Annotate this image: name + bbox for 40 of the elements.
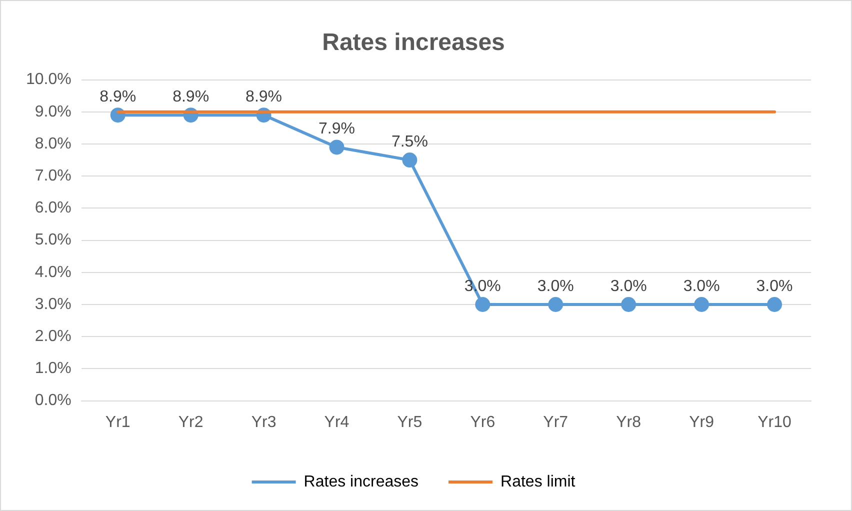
point — [475, 297, 490, 312]
data-label: 7.5% — [391, 133, 428, 150]
x-tick-label: Yr1 — [105, 414, 130, 431]
x-tick-label: Yr10 — [758, 414, 792, 431]
data-label: 3.0% — [756, 278, 793, 295]
y-tick-label: 6.0% — [34, 200, 72, 217]
y-tick-label: 8.0% — [34, 135, 72, 152]
point — [767, 297, 782, 312]
x-tick-label: Yr5 — [397, 414, 422, 431]
y-tick-label: 1.0% — [34, 360, 72, 378]
y-tick-label: 2.0% — [34, 328, 72, 346]
x-tick-label: Yr7 — [543, 414, 568, 431]
legend-label: Rates increases — [304, 473, 419, 490]
point — [548, 297, 564, 312]
point — [621, 297, 636, 312]
x-tick-label: Yr3 — [251, 414, 276, 431]
y-tick-label: 7.0% — [34, 168, 72, 185]
y-tick-label: 9.0% — [34, 103, 72, 120]
data-label: 7.9% — [318, 120, 355, 138]
x-tick-label: Yr8 — [616, 414, 642, 431]
data-label: 8.9% — [172, 88, 210, 106]
y-tick-label: 0.0% — [34, 392, 72, 410]
chart-title: Rates increases — [322, 29, 505, 56]
x-tick-label: Yr6 — [470, 414, 496, 431]
y-tick-label: 3.0% — [34, 296, 72, 313]
data-label: 3.0% — [683, 278, 720, 295]
data-label: 8.9% — [100, 88, 136, 106]
point — [694, 297, 710, 312]
y-tick-label: 5.0% — [34, 232, 72, 249]
data-label: 3.0% — [537, 278, 574, 295]
x-tick-label: Yr9 — [689, 414, 714, 431]
x-tick-label: Yr2 — [178, 414, 204, 431]
data-label: 3.0% — [610, 278, 647, 295]
data-label: 8.9% — [246, 88, 282, 106]
legend-label: Rates limit — [500, 473, 576, 490]
y-tick-label: 4.0% — [34, 264, 72, 281]
point — [329, 140, 344, 155]
x-tick-label: Yr4 — [324, 414, 350, 431]
y-tick-label: 10.0% — [26, 71, 72, 88]
point — [402, 152, 418, 168]
